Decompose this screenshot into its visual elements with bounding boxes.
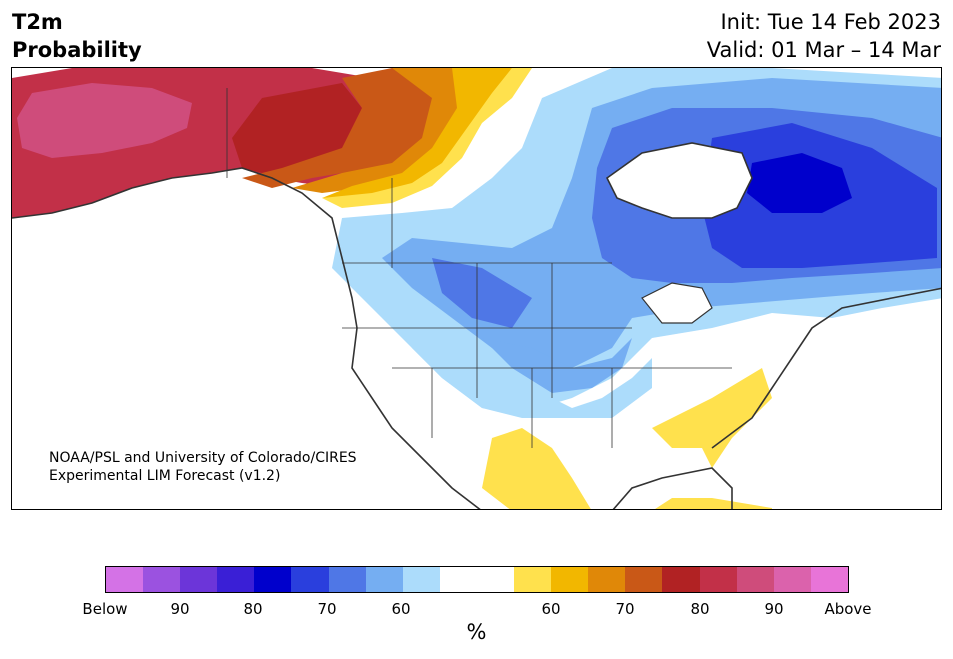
colorbar-segment bbox=[439, 567, 477, 592]
colorbar-tick-label: 80 bbox=[690, 600, 710, 618]
colorbar-segment bbox=[699, 567, 737, 592]
colorbar-segment bbox=[106, 567, 144, 592]
yukon-above-40-region bbox=[322, 68, 532, 208]
colorbar-segment bbox=[402, 567, 440, 592]
colorbar-segment bbox=[736, 567, 774, 592]
title-variable: T2m bbox=[12, 10, 63, 34]
plains-below-50-region bbox=[482, 338, 632, 393]
alaska-above-95-region bbox=[17, 83, 192, 158]
colorbar-tick-label: 90 bbox=[764, 600, 784, 618]
colorbar-tick-label: 70 bbox=[317, 600, 337, 618]
colorbar-segment bbox=[810, 567, 848, 592]
colorbar-segment bbox=[143, 567, 181, 592]
colorbar-tick-label: 60 bbox=[391, 600, 411, 618]
colorbar-segment bbox=[476, 567, 515, 592]
colorbar-segment bbox=[328, 567, 366, 592]
yukon-above-50-region bbox=[322, 68, 512, 198]
forecast-dates: Init: Tue 14 Feb 2023 Valid: 01 Mar – 14… bbox=[707, 8, 941, 64]
colorbar-tick-label: 90 bbox=[170, 600, 190, 618]
credit-line-2: Experimental LIM Forecast (v1.2) bbox=[49, 468, 281, 484]
valid-period: Valid: 01 Mar – 14 Mar bbox=[706, 38, 941, 62]
colorbar-unit: % bbox=[466, 620, 487, 644]
colorbar-segment bbox=[291, 567, 329, 592]
colorbar-segment bbox=[365, 567, 403, 592]
colorbar-segment bbox=[773, 567, 811, 592]
credit-line-1: NOAA/PSL and University of Colorado/CIRE… bbox=[49, 450, 357, 466]
coastline bbox=[12, 142, 941, 509]
colorbar bbox=[105, 566, 849, 593]
great-lakes bbox=[641, 282, 713, 324]
north-america-map bbox=[12, 68, 941, 509]
colorbar-ticks: Below 90 80 70 60 60 70 80 90 Above bbox=[0, 600, 953, 620]
quebec-below-80-region bbox=[747, 153, 852, 213]
colorbar-tick-label: 80 bbox=[243, 600, 263, 618]
colorbar-segment bbox=[588, 567, 626, 592]
colorbar-segment bbox=[514, 567, 552, 592]
colorbar-segment bbox=[254, 567, 292, 592]
probability-map bbox=[11, 67, 942, 510]
colorbar-tick-label: Above bbox=[824, 600, 872, 618]
map-title: T2m Probability bbox=[12, 8, 142, 64]
southeast-above-40-region bbox=[652, 368, 772, 468]
colorbar-tick-label: 70 bbox=[615, 600, 635, 618]
title-product: Probability bbox=[12, 38, 142, 62]
init-date: Init: Tue 14 Feb 2023 bbox=[720, 10, 941, 34]
colorbar-segment bbox=[662, 567, 700, 592]
colorbar-tick-label: 60 bbox=[541, 600, 561, 618]
colorbar-segment bbox=[180, 567, 218, 592]
colorbar-tick-label: Below bbox=[82, 600, 128, 618]
colorbar-segment bbox=[625, 567, 663, 592]
colorbar-segment bbox=[551, 567, 589, 592]
mexico-above-40-region bbox=[482, 428, 772, 509]
borders bbox=[226, 88, 732, 448]
plains-below-40-region bbox=[392, 318, 652, 418]
colorbar-segment bbox=[217, 567, 255, 592]
credit-text: NOAA/PSL and University of Colorado/CIRE… bbox=[49, 449, 357, 485]
hudson-bay bbox=[607, 143, 752, 218]
